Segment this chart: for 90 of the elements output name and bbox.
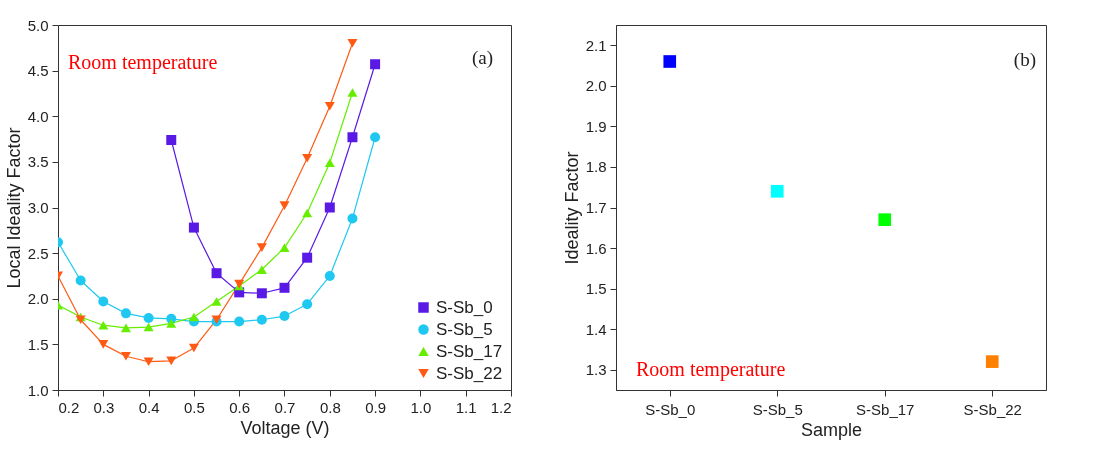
x-tick-label: 0.9 — [365, 398, 387, 416]
y-tick-label: 3.5 — [27, 153, 49, 171]
point — [120, 308, 131, 319]
point — [143, 322, 154, 332]
annotation: (b) — [1013, 49, 1036, 71]
x-tick-label: 1.1 — [455, 398, 477, 416]
y-tick-label: 1.0 — [27, 381, 49, 399]
point — [98, 320, 109, 330]
point — [166, 356, 177, 366]
y-tick-label: 1.4 — [585, 320, 607, 338]
point — [279, 201, 290, 211]
point — [370, 59, 381, 70]
point — [256, 243, 267, 252]
point — [256, 265, 267, 274]
point — [302, 153, 313, 163]
point — [211, 297, 222, 306]
point — [120, 323, 131, 333]
point — [98, 296, 109, 307]
x-tick-label: S-Sb_17 — [856, 400, 915, 418]
point — [143, 357, 154, 367]
y-tick-label: 4.5 — [27, 62, 49, 80]
point — [302, 299, 313, 310]
x-tick-label: S-Sb_5 — [752, 400, 803, 418]
point — [985, 355, 999, 368]
point — [279, 282, 290, 293]
x-tick-label: 1.0 — [410, 398, 432, 416]
point — [347, 132, 358, 143]
y-tick-label: 1.8 — [585, 158, 607, 176]
point — [347, 88, 358, 97]
point — [166, 134, 177, 145]
point — [188, 222, 199, 233]
annotation: Room temperature — [636, 358, 786, 381]
point — [370, 132, 381, 143]
point — [279, 311, 290, 322]
point — [324, 202, 335, 213]
point — [770, 184, 784, 198]
x-tick-label: 0.5 — [183, 398, 205, 416]
y-tick-label: 1.7 — [585, 199, 607, 216]
point — [347, 213, 358, 224]
y-tick-label: 2.0 — [27, 290, 49, 308]
y-axis-title: Ideality Factor — [561, 151, 582, 265]
x-tick-label: 0.6 — [229, 398, 251, 416]
point — [324, 158, 335, 168]
x-tick-label: 0.8 — [319, 398, 341, 416]
point — [324, 270, 335, 281]
point — [211, 268, 222, 279]
point — [302, 208, 313, 218]
point — [663, 55, 677, 68]
legend-label: S-Sb_17 — [436, 341, 503, 361]
point — [188, 312, 199, 322]
point — [256, 314, 267, 325]
x-tick-label: 0.2 — [58, 398, 80, 416]
annotation: (a) — [471, 47, 493, 69]
y-tick-label: 1.5 — [27, 335, 49, 353]
x-tick-label: S-Sb_0 — [645, 400, 696, 418]
point — [120, 351, 131, 361]
legend-label: S-Sb_5 — [436, 319, 493, 339]
point — [256, 288, 267, 299]
y-tick-label: 1.6 — [585, 239, 607, 257]
x-tick-label: 0.3 — [93, 398, 115, 416]
y-tick-label: 5.0 — [27, 16, 49, 34]
point — [279, 243, 290, 252]
y-tick-label: 1.5 — [585, 280, 607, 298]
x-tick-label: 0.7 — [274, 398, 296, 416]
x-tick-label: 0.4 — [138, 398, 160, 416]
legend-label: S-Sb_22 — [436, 363, 503, 383]
x-tick-label: 1.2 — [490, 398, 512, 416]
point — [878, 213, 892, 226]
point — [324, 101, 335, 111]
legend-label: S-Sb_0 — [436, 297, 493, 317]
y-tick-label: 4.0 — [27, 107, 49, 125]
point — [143, 312, 154, 323]
y-axis-title: Local Ideality Factor — [3, 127, 24, 289]
point — [347, 38, 358, 48]
point — [75, 275, 86, 286]
annotation: Room temperature — [68, 51, 218, 74]
x-tick-label: S-Sb_22 — [963, 400, 1022, 418]
point — [188, 343, 199, 353]
point — [166, 319, 177, 328]
y-tick-label: 2.1 — [585, 36, 607, 54]
x-axis-title: Sample — [800, 419, 863, 440]
x-axis-title: Voltage (V) — [240, 417, 330, 438]
point — [302, 252, 313, 263]
y-tick-label: 2.5 — [27, 244, 49, 262]
y-tick-label: 3.0 — [27, 199, 49, 216]
point — [234, 316, 245, 327]
point — [98, 340, 109, 349]
y-tick-label: 1.9 — [585, 117, 607, 135]
y-tick-label: 2.0 — [585, 77, 607, 95]
y-tick-label: 1.3 — [585, 361, 607, 379]
